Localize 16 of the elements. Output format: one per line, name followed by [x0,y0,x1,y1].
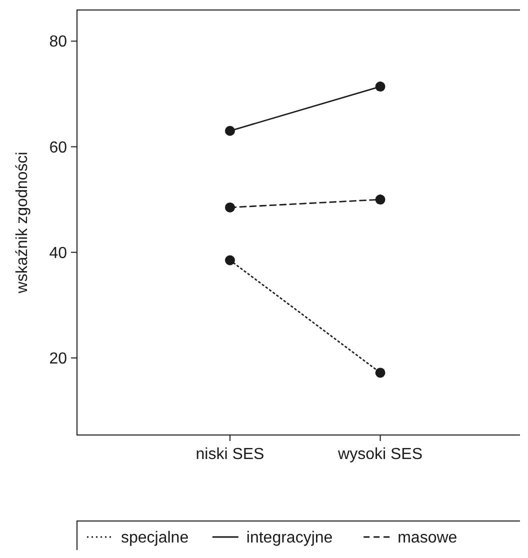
point [224,126,235,136]
x-tick-label: wysoki SES [337,446,423,463]
y-tick-label: 40 [49,244,68,262]
legend-label: integracyjne [246,530,333,547]
y-tick-label: 20 [49,350,68,368]
point [375,368,386,378]
point [375,194,386,205]
x-tick-label: niski SES [196,446,264,463]
point [224,255,235,266]
point [375,82,386,92]
point [224,202,235,212]
legend-label: specjalne [121,530,189,547]
y-axis-title: wskaźnik zgodności [14,152,31,294]
y-tick-label: 80 [49,34,68,51]
legend-label: masowe [398,530,458,547]
y-tick-label: 60 [49,139,68,156]
